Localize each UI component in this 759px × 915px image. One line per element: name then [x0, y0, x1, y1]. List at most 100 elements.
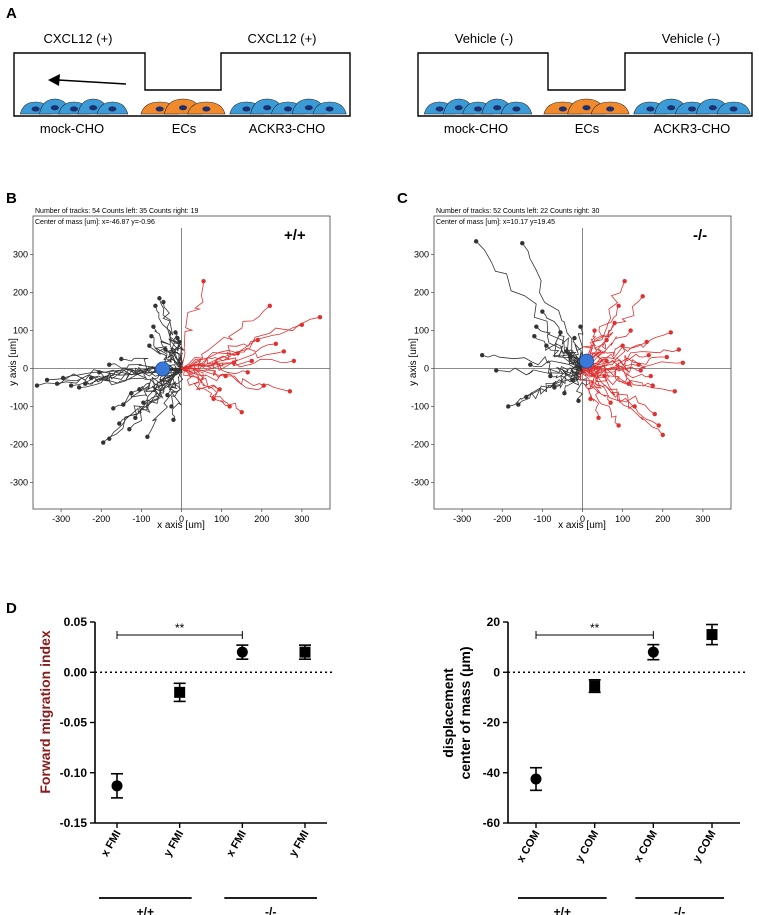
right-track	[181, 316, 321, 369]
x-tick-label: x COM	[632, 829, 660, 865]
panel-a-left-arrowhead-icon	[48, 74, 60, 86]
panel-a-left-chamber	[13, 52, 351, 117]
left-track	[521, 242, 583, 369]
x-tick-label: x FMI	[224, 829, 248, 859]
panel-c-plot: -300 -200 -100 0 100 200 300 -300 -200 -100 0 100 20…	[411, 228, 731, 524]
ackr3-cho-cell-1-nucleus	[646, 106, 655, 112]
left-track-endpoint	[173, 330, 178, 335]
panel-c-ylabel: y axis [um]	[408, 338, 419, 386]
right-track-endpoint	[650, 383, 655, 388]
left-track-endpoint	[141, 400, 146, 405]
panel-b-info-line-2: Center of mass [um]: x=-46.87 y=-0.96	[35, 219, 155, 226]
panel-label-c: C	[397, 190, 408, 207]
mock-cho-cell-3-nucleus	[474, 106, 482, 112]
left-track	[496, 365, 583, 376]
left-track-endpoint	[107, 436, 112, 441]
right-track-endpoint	[592, 328, 597, 333]
right-track	[582, 368, 664, 436]
left-track-endpoint	[578, 324, 583, 329]
panel-label-d: D	[6, 600, 17, 617]
panel-d-right-ylabel-line-2: center of mass (μm)	[457, 646, 473, 779]
left-track-endpoint	[562, 390, 567, 396]
x-tick-label: y COM	[691, 829, 719, 865]
ec-cell-2-nucleus	[179, 105, 187, 111]
right-track-endpoint	[646, 353, 651, 358]
panel-a-right-cells	[423, 98, 751, 115]
y-tick-label: -200	[10, 439, 28, 449]
right-track-endpoint	[664, 354, 669, 360]
x-tick-label: x FMI	[99, 829, 123, 859]
y-tick-label: -0.10	[60, 766, 88, 780]
left-track-endpoint	[121, 402, 126, 407]
right-track	[181, 367, 220, 390]
right-track	[181, 358, 294, 372]
data-point	[236, 646, 248, 658]
x-tick-label: y FMI	[162, 829, 186, 859]
right-track	[582, 368, 611, 403]
y-tick-label: 20	[487, 615, 501, 629]
mock-cho-cell-2-nucleus	[454, 105, 463, 111]
left-track-endpoint	[171, 417, 176, 422]
ackr3-cho-cell-4-nucleus	[708, 105, 717, 111]
left-track	[569, 366, 586, 381]
x-tick-label: 100	[615, 514, 630, 524]
right-track	[582, 361, 641, 377]
right-track-endpoint	[680, 360, 686, 366]
center-of-mass-marker	[579, 353, 594, 369]
mock-cho-cell-1-nucleus	[31, 106, 40, 112]
panel-c-genotype: -/-	[693, 227, 707, 244]
left-track	[170, 368, 182, 420]
x-tick-label: x COM	[515, 829, 543, 865]
right-track-endpoint	[638, 368, 643, 373]
right-track-endpoint	[245, 370, 250, 375]
panel-b-chart: Number of tracks: 54 Counts left: 35 Cou…	[8, 208, 331, 531]
y-tick-label: -100	[411, 401, 429, 411]
left-track-endpoint	[153, 303, 158, 309]
y-tick-label: 100	[13, 326, 28, 336]
left-track	[149, 345, 182, 369]
right-track	[181, 368, 264, 387]
panel-d-right-chart: -60 -40 -20 0 20 x COM y COM x COM y COM ** +/+ -/-…	[440, 615, 748, 915]
data-point	[589, 680, 601, 692]
left-track	[508, 368, 583, 407]
left-track-endpoint	[177, 339, 182, 345]
left-track	[177, 341, 184, 369]
panel-a-left-label-left: CXCL12 (+)	[44, 31, 113, 46]
right-track	[582, 368, 675, 392]
y-tick-label: -300	[411, 477, 429, 487]
x-tick-label: 0	[179, 514, 184, 524]
ackr3-cho-cell-5-nucleus	[325, 106, 334, 112]
right-track-endpoint	[317, 315, 323, 320]
right-track-endpoint	[604, 358, 609, 364]
mock-cho-cell-5-nucleus	[108, 106, 117, 112]
x-tick-label: y FMI	[287, 829, 311, 859]
significance-label: **	[590, 621, 600, 635]
x-tick-label: -300	[453, 514, 471, 524]
y-tick-label: -0.15	[60, 816, 88, 830]
right-track	[181, 305, 271, 369]
ackr3-cho-cell-4-nucleus	[304, 105, 313, 111]
panel-b-plot: -300 -200 -100 0 100 200 300 -300 -200 -100 0 100 20…	[10, 228, 330, 524]
left-track-endpoint	[82, 381, 88, 386]
right-track	[582, 368, 660, 426]
left-track-endpoint	[473, 239, 479, 244]
ackr3-cho-cell-1-nucleus	[242, 106, 251, 112]
panel-a-right-label-right: Vehicle (-)	[662, 31, 721, 46]
y-tick-label: 200	[13, 288, 28, 298]
left-track-endpoint	[558, 330, 563, 335]
right-track-endpoint	[608, 400, 613, 405]
left-track	[139, 368, 182, 390]
y-tick-label: 300	[414, 250, 429, 260]
left-track-endpoint	[540, 309, 545, 314]
center-of-mass-marker	[155, 361, 171, 377]
left-track-endpoint	[107, 362, 112, 367]
x-tick-label: -300	[52, 514, 70, 524]
right-track	[181, 281, 204, 369]
y-tick-label: 0	[424, 364, 429, 374]
right-track-endpoint	[287, 389, 293, 394]
right-track	[582, 368, 600, 418]
right-track-endpoint	[628, 328, 633, 333]
left-track-endpoint	[161, 299, 166, 305]
right-track	[181, 368, 242, 413]
y-tick-label: -100	[10, 401, 28, 411]
